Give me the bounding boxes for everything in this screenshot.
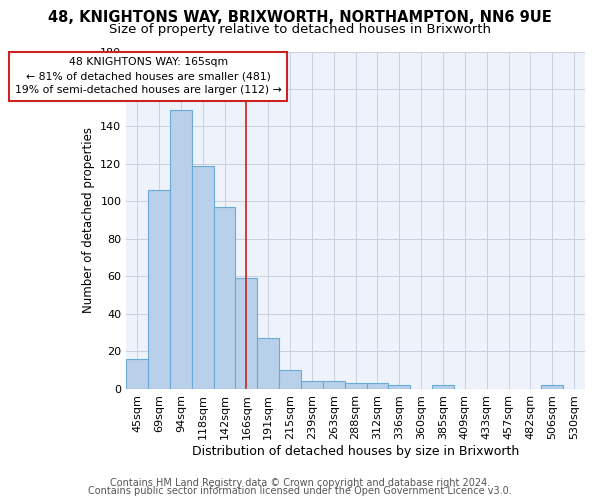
Bar (541, 385, 563, 389)
Bar (214, 207, 235, 389)
Text: Size of property relative to detached houses in Brixworth: Size of property relative to detached ho… (109, 22, 491, 36)
Y-axis label: Number of detached properties: Number of detached properties (82, 127, 95, 313)
Bar (367, 384, 388, 389)
Bar (388, 385, 410, 389)
Bar (170, 110, 192, 389)
Bar (344, 384, 367, 389)
Bar (323, 382, 344, 389)
Bar (192, 166, 214, 389)
Bar (432, 385, 454, 389)
Text: 48, KNIGHTONS WAY, BRIXWORTH, NORTHAMPTON, NN6 9UE: 48, KNIGHTONS WAY, BRIXWORTH, NORTHAMPTO… (48, 10, 552, 25)
Text: 48 KNIGHTONS WAY: 165sqm
← 81% of detached houses are smaller (481)
19% of semi-: 48 KNIGHTONS WAY: 165sqm ← 81% of detach… (15, 57, 281, 95)
Text: Contains public sector information licensed under the Open Government Licence v3: Contains public sector information licen… (88, 486, 512, 496)
Bar (126, 359, 148, 389)
Bar (148, 190, 170, 389)
X-axis label: Distribution of detached houses by size in Brixworth: Distribution of detached houses by size … (192, 444, 519, 458)
Bar (257, 338, 279, 389)
Bar (279, 370, 301, 389)
Bar (301, 382, 323, 389)
Text: Contains HM Land Registry data © Crown copyright and database right 2024.: Contains HM Land Registry data © Crown c… (110, 478, 490, 488)
Bar (235, 278, 257, 389)
